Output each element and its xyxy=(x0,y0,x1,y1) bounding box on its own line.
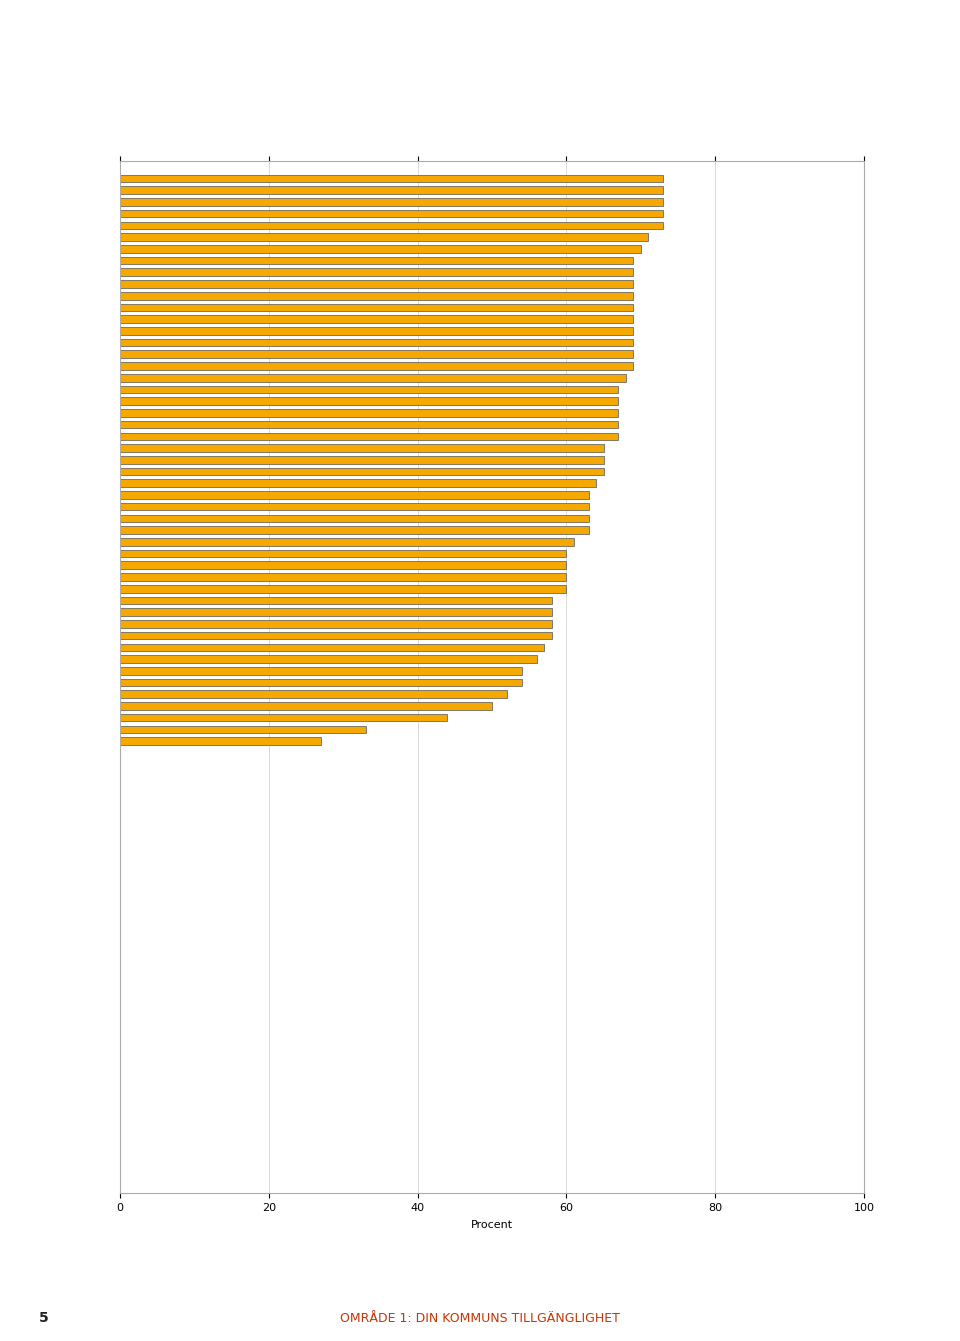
Bar xyxy=(120,573,566,581)
Bar xyxy=(120,444,604,452)
Bar xyxy=(120,245,641,252)
Bar xyxy=(120,620,551,628)
Bar xyxy=(120,480,596,487)
Bar xyxy=(120,679,522,687)
Bar xyxy=(120,713,447,721)
Bar xyxy=(120,738,321,744)
Bar xyxy=(120,256,634,264)
Bar xyxy=(120,292,634,299)
Bar xyxy=(120,644,544,652)
Bar xyxy=(120,421,618,428)
Bar xyxy=(120,339,634,346)
Bar xyxy=(120,386,618,393)
Bar xyxy=(120,397,618,405)
Bar xyxy=(120,456,604,464)
Bar xyxy=(120,221,663,229)
Bar xyxy=(120,515,588,522)
Bar xyxy=(120,656,537,662)
Bar xyxy=(120,550,566,558)
Bar xyxy=(120,562,566,569)
Bar xyxy=(120,233,648,241)
Bar xyxy=(120,174,663,182)
Bar xyxy=(120,280,634,288)
Bar xyxy=(120,503,588,511)
Bar xyxy=(120,198,663,205)
Bar xyxy=(120,350,634,358)
Bar xyxy=(120,374,626,382)
Bar xyxy=(120,585,566,593)
Text: OMRÅDE 1: DIN KOMMUNS TILLGÄNGLIGHET: OMRÅDE 1: DIN KOMMUNS TILLGÄNGLIGHET xyxy=(340,1311,620,1325)
Bar xyxy=(120,433,618,440)
Bar xyxy=(120,725,366,734)
Bar xyxy=(120,666,522,675)
Bar xyxy=(120,268,634,276)
X-axis label: Procent: Procent xyxy=(471,1220,513,1230)
Bar xyxy=(120,468,604,475)
Bar xyxy=(120,691,507,699)
Text: 5: 5 xyxy=(38,1311,48,1325)
Bar xyxy=(120,362,634,370)
Bar xyxy=(120,315,634,323)
Bar xyxy=(120,526,588,534)
Bar xyxy=(120,703,492,709)
Bar xyxy=(120,209,663,217)
Bar xyxy=(120,303,634,311)
Bar xyxy=(120,409,618,417)
Bar xyxy=(120,597,551,605)
Bar xyxy=(120,491,588,499)
Bar xyxy=(120,632,551,640)
Bar xyxy=(120,327,634,335)
Bar xyxy=(120,186,663,194)
Bar xyxy=(120,538,574,546)
Bar xyxy=(120,609,551,616)
